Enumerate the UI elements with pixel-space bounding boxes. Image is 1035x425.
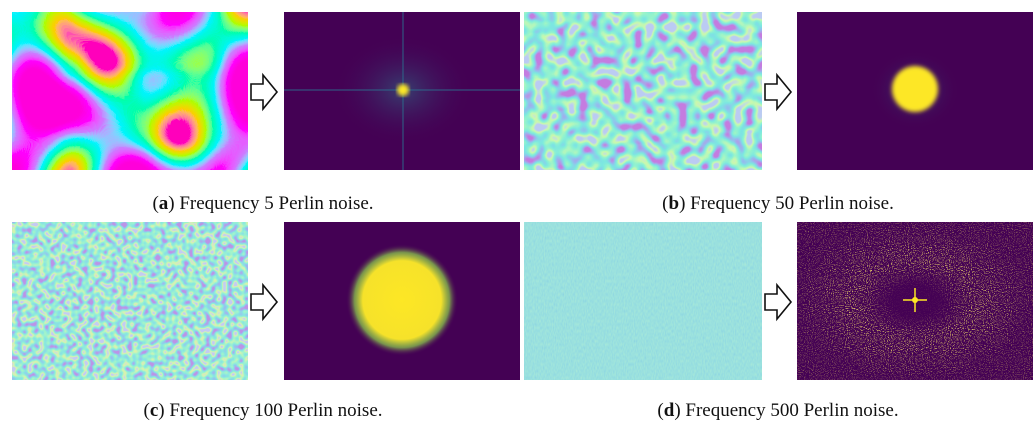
spectrum-image (284, 222, 520, 380)
caption-text: ) Frequency 100 Perlin noise. (158, 400, 382, 421)
arrow (764, 72, 793, 112)
caption-prefix: ( (143, 400, 149, 421)
spectrum-image (284, 12, 520, 170)
caption-text: ) Frequency 50 Perlin noise. (679, 193, 894, 214)
arrow (250, 72, 279, 112)
noise-image (12, 12, 248, 170)
caption-label: b (668, 193, 679, 214)
caption-prefix: ( (152, 193, 158, 214)
caption-text: ) Frequency 5 Perlin noise. (168, 193, 373, 214)
caption-text: ) Frequency 500 Perlin noise. (674, 400, 898, 421)
caption-label: c (150, 400, 158, 421)
spectrum-image (797, 12, 1033, 170)
noise-image (524, 222, 762, 380)
caption: (d) Frequency 500 Perlin noise. (657, 400, 898, 421)
caption: (c) Frequency 100 Perlin noise. (143, 400, 382, 421)
arrow (764, 282, 793, 322)
noise-image (524, 12, 762, 170)
caption: (b) Frequency 50 Perlin noise. (662, 193, 894, 214)
caption: (a) Frequency 5 Perlin noise. (152, 193, 373, 214)
noise-image (12, 222, 248, 380)
spectrum-image (797, 222, 1033, 380)
arrow (250, 282, 279, 322)
caption-label: d (664, 400, 675, 421)
caption-prefix: ( (657, 400, 663, 421)
caption-prefix: ( (662, 193, 668, 214)
caption-label: a (159, 193, 169, 214)
